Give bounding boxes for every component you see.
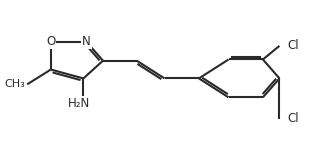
Text: H₂N: H₂N bbox=[68, 97, 90, 110]
Text: N: N bbox=[82, 35, 91, 48]
Text: CH₃: CH₃ bbox=[5, 79, 25, 89]
Text: Cl: Cl bbox=[288, 112, 299, 125]
Text: Cl: Cl bbox=[288, 39, 299, 52]
Text: O: O bbox=[46, 35, 55, 48]
